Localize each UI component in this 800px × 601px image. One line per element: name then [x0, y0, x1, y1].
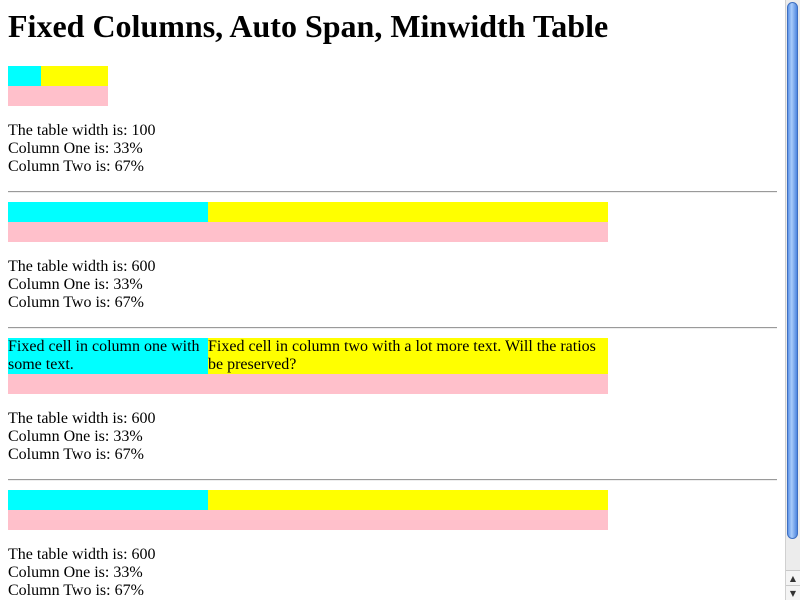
table3-col-two-text: Column Two is: 67%	[8, 446, 144, 463]
table2-col-one-text: Column One is: 33%	[8, 276, 143, 293]
table1-column-two-cell	[41, 66, 108, 86]
page-content: Fixed Columns, Auto Span, Minwidth Table…	[8, 8, 777, 599]
divider	[8, 191, 777, 193]
scroll-up-arrow-icon[interactable]: ▲	[786, 570, 800, 585]
divider	[8, 479, 777, 481]
table1-column-one-cell	[8, 66, 41, 86]
page-title: Fixed Columns, Auto Span, Minwidth Table	[8, 8, 609, 44]
table1-width-text: The table width is: 100	[8, 122, 156, 139]
table2-column-two-cell	[208, 202, 608, 222]
table3-column-two-text: Fixed cell in column two with a lot more…	[208, 338, 596, 373]
table3-span-row	[8, 374, 608, 394]
table2-col-two-text: Column Two is: 67%	[8, 294, 144, 311]
table4-col-one-text: Column One is: 33%	[8, 564, 143, 581]
table4-column-two-cell	[208, 490, 608, 510]
table2-span-row	[8, 222, 608, 242]
divider	[8, 327, 777, 329]
table3-column-one-cell: Fixed cell in column one with some text.	[8, 338, 208, 374]
table2-width-text: The table width is: 600	[8, 258, 156, 275]
scroll-down-arrow-icon[interactable]: ▼	[786, 585, 800, 600]
table2-column-one-cell	[8, 202, 208, 222]
table1-col-two-text: Column Two is: 67%	[8, 158, 144, 175]
table3-col-one-text: Column One is: 33%	[8, 428, 143, 445]
table3-width-text: The table width is: 600	[8, 410, 156, 427]
table1-col-one-text: Column One is: 33%	[8, 140, 143, 157]
table4-column-one-cell	[8, 490, 208, 510]
vertical-scrollbar[interactable]: ▲ ▼	[785, 0, 800, 600]
table3-column-two-cell: Fixed cell in column two with a lot more…	[208, 338, 608, 374]
table1-span-row	[8, 86, 108, 106]
table4-col-two-text: Column Two is: 67%	[8, 582, 144, 599]
table4-span-row	[8, 510, 608, 530]
scrollbar-thumb[interactable]	[787, 2, 798, 539]
table4-width-text: The table width is: 600	[8, 546, 156, 563]
table3-column-one-text: Fixed cell in column one with some text.	[8, 338, 200, 373]
